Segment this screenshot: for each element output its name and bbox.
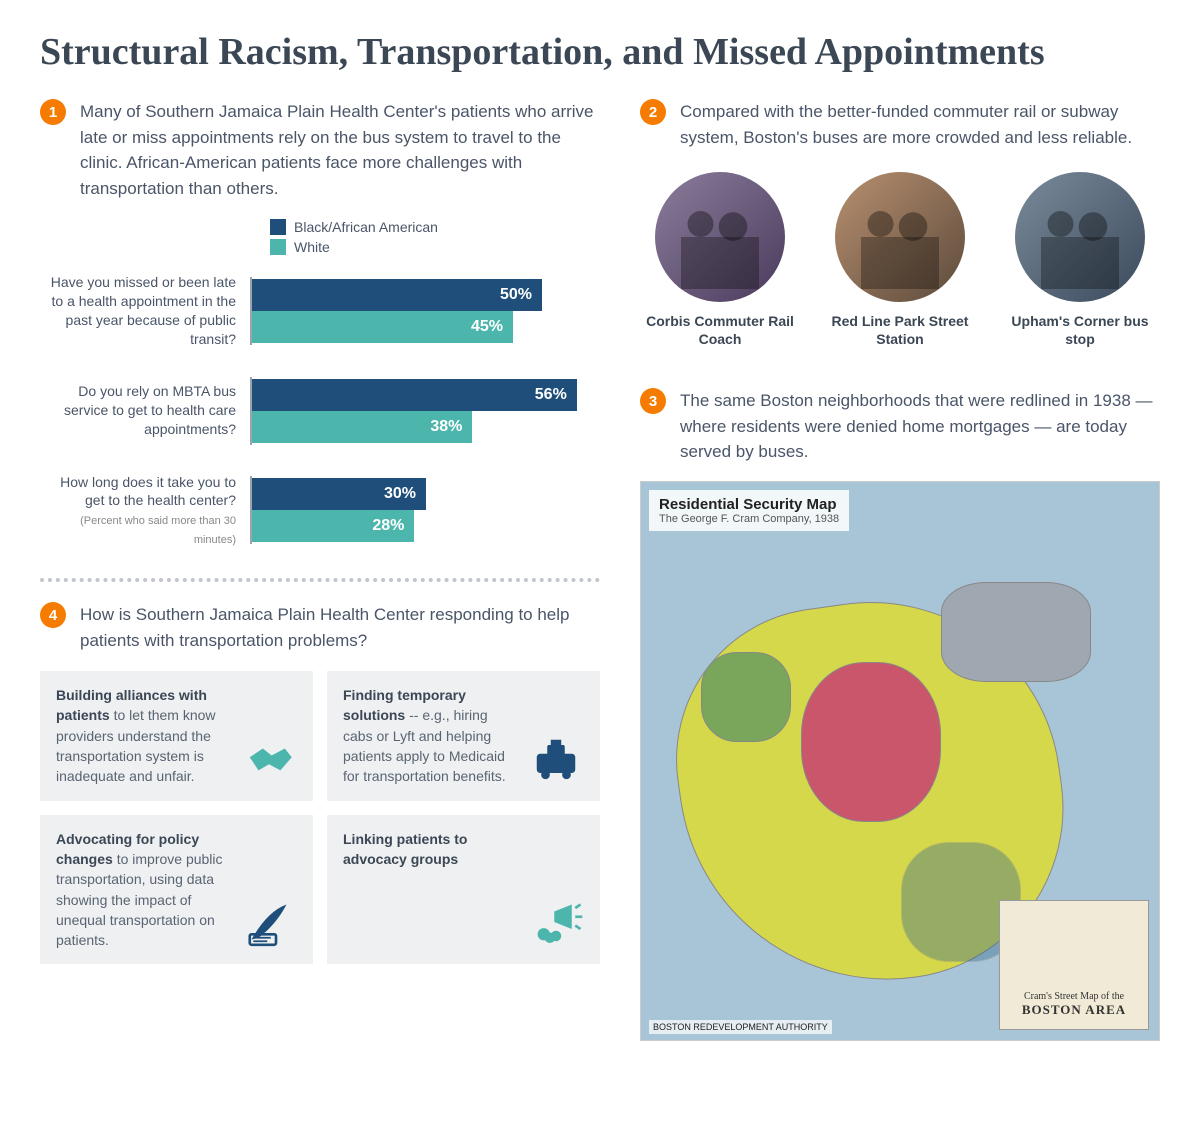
chart-legend: Black/African American White [270,219,600,255]
section-4-text: How is Southern Jamaica Plain Health Cen… [80,602,600,653]
section-1: 1 Many of Southern Jamaica Plain Health … [40,99,600,548]
badge-3: 3 [640,388,666,414]
map-inset-line2: BOSTON AREA [1000,1002,1148,1018]
chart-bars: 30%28% [250,476,600,544]
legend-swatch-b [270,239,286,255]
map-title: Residential Security Map [659,496,839,513]
photo-item: Red Line Park Street Station [825,172,975,348]
photo-caption: Upham's Corner bus stop [1005,312,1155,348]
map-title-box: Residential Security Map The George F. C… [649,490,849,531]
badge-4: 4 [40,602,66,628]
chart-question-label: How long does it take you to get to the … [40,473,250,549]
legend-label-b: White [294,239,330,255]
legend-label-a: Black/African American [294,219,438,235]
bar-series-a: 30% [252,478,426,510]
section-2: 2 Compared with the better-funded commut… [640,99,1160,348]
right-column: 2 Compared with the better-funded commut… [640,99,1160,1071]
response-card: Advocating for policy changes to improve… [40,815,313,965]
photo-row: Corbis Commuter Rail Coach Red Line Park … [640,172,1160,348]
photo-caption: Corbis Commuter Rail Coach [645,312,795,348]
map-region [801,662,941,822]
photo-circle [655,172,785,302]
chart-question-label: Have you missed or been late to a health… [40,273,250,349]
section-4: 4 How is Southern Jamaica Plain Health C… [40,602,600,964]
bar-series-b: 45% [252,311,513,343]
bar-chart: Have you missed or been late to a health… [40,273,600,548]
left-column: 1 Many of Southern Jamaica Plain Health … [40,99,600,1071]
badge-1: 1 [40,99,66,125]
photo-circle [835,172,965,302]
section-2-text: Compared with the better-funded commuter… [680,99,1160,150]
map-region [941,582,1091,682]
taxi-icon [528,731,584,787]
badge-2: 2 [640,99,666,125]
section-3: 3 The same Boston neighborhoods that wer… [640,388,1160,1041]
chart-group: Have you missed or been late to a health… [40,273,600,349]
card-text: Finding temporary solutions -- e.g., hir… [343,685,516,786]
page-title: Structural Racism, Transportation, and M… [40,30,1160,74]
chart-group: How long does it take you to get to the … [40,473,600,549]
chart-group: Do you rely on MBTA bus service to get t… [40,377,600,445]
map-inset: Cram's Street Map of the BOSTON AREA [999,900,1149,1030]
handshake-icon [241,731,297,787]
chart-bars: 56%38% [250,377,600,445]
megaphone-icon [528,894,584,950]
card-text: Building alliances with patients to let … [56,685,229,786]
chart-question-label: Do you rely on MBTA bus service to get t… [40,382,250,439]
card-text: Advocating for policy changes to improve… [56,829,229,951]
section-1-text: Many of Southern Jamaica Plain Health Ce… [80,99,600,201]
photo-circle [1015,172,1145,302]
map-subtitle: The George F. Cram Company, 1938 [659,513,839,525]
response-cards: Building alliances with patients to let … [40,671,600,964]
bar-series-b: 38% [252,411,472,443]
bar-series-a: 56% [252,379,577,411]
main-layout: 1 Many of Southern Jamaica Plain Health … [40,99,1160,1071]
response-card: Building alliances with patients to let … [40,671,313,800]
photo-caption: Red Line Park Street Station [825,312,975,348]
quill-icon [241,894,297,950]
bar-series-b: 28% [252,510,414,542]
card-text: Linking patients to advocacy groups [343,829,516,870]
map-region [701,652,791,742]
photo-item: Upham's Corner bus stop [1005,172,1155,348]
redlining-map: Residential Security Map The George F. C… [640,481,1160,1041]
map-credit: BOSTON REDEVELOPMENT AUTHORITY [649,1020,832,1034]
response-card: Linking patients to advocacy groups [327,815,600,965]
dotted-connector [40,578,600,582]
photo-item: Corbis Commuter Rail Coach [645,172,795,348]
section-3-text: The same Boston neighborhoods that were … [680,388,1160,465]
response-card: Finding temporary solutions -- e.g., hir… [327,671,600,800]
chart-bars: 50%45% [250,277,600,345]
bar-series-a: 50% [252,279,542,311]
legend-swatch-a [270,219,286,235]
map-inset-line1: Cram's Street Map of the [1000,991,1148,1002]
